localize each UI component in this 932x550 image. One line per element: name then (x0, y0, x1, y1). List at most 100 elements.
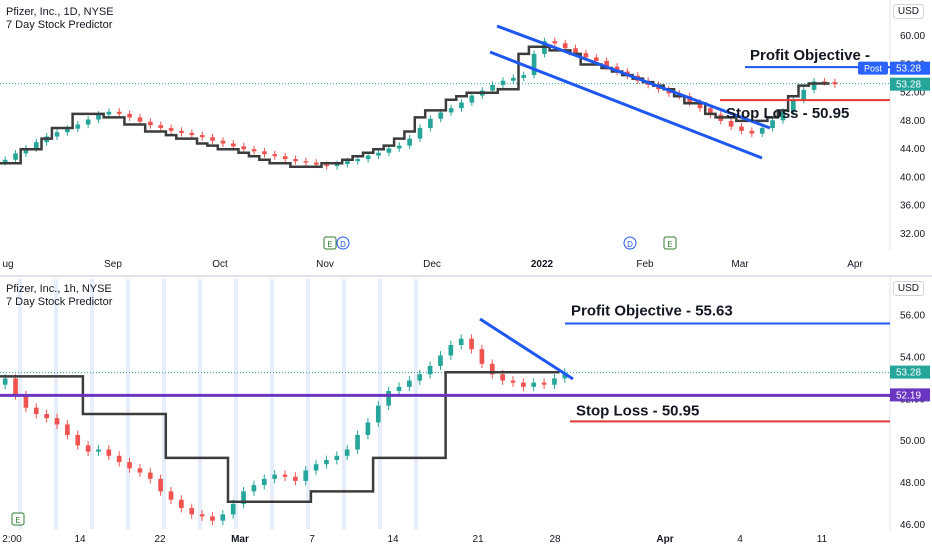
candle[interactable] (65, 424, 70, 435)
candle[interactable] (355, 434, 360, 450)
candle[interactable] (324, 164, 329, 167)
candle[interactable] (386, 148, 392, 153)
candle[interactable] (199, 135, 205, 138)
panel-divider[interactable] (0, 275, 932, 277)
candle[interactable] (510, 380, 516, 383)
predictor-line[interactable] (0, 370, 560, 504)
candle[interactable] (293, 476, 298, 481)
candle[interactable] (303, 470, 309, 481)
predictor-line[interactable] (0, 45, 830, 169)
trend-channel-lower[interactable] (489, 50, 763, 160)
hourly-currency-badge[interactable]: USD (892, 281, 924, 296)
candle[interactable] (313, 464, 319, 471)
candle[interactable] (179, 130, 184, 133)
candle[interactable] (272, 154, 278, 157)
candle[interactable] (116, 455, 122, 463)
candle[interactable] (210, 137, 215, 141)
candle[interactable] (251, 149, 257, 152)
candle[interactable] (552, 378, 557, 385)
candle[interactable] (438, 112, 444, 119)
candle[interactable] (231, 143, 236, 147)
candle[interactable] (448, 108, 454, 113)
candle[interactable] (324, 460, 329, 465)
candle[interactable] (728, 120, 734, 127)
daily-currency-badge[interactable]: USD (892, 4, 924, 19)
candle[interactable] (511, 77, 516, 81)
candle[interactable] (168, 491, 174, 500)
candle[interactable] (531, 382, 537, 387)
candle[interactable] (75, 124, 81, 129)
price-tag-last[interactable] (890, 365, 930, 379)
candle[interactable] (490, 84, 495, 91)
candle[interactable] (33, 142, 39, 149)
candle[interactable] (780, 111, 786, 121)
candle[interactable] (313, 162, 319, 165)
price-tag-support[interactable] (890, 388, 930, 402)
earnings-marker-icon[interactable] (663, 236, 677, 250)
hourly-chart-panel[interactable]: 56.0054.0052.0050.0048.0046.0052.19Profi… (0, 277, 932, 550)
candle[interactable] (33, 407, 39, 414)
candle[interactable] (148, 121, 153, 126)
candle[interactable] (376, 152, 381, 156)
candle[interactable] (189, 132, 195, 136)
candle[interactable] (54, 132, 60, 137)
candle[interactable] (521, 382, 526, 387)
candle[interactable] (147, 472, 153, 479)
candle[interactable] (801, 89, 807, 100)
candle[interactable] (469, 95, 475, 103)
candle[interactable] (386, 391, 391, 406)
candle[interactable] (417, 374, 423, 381)
candle[interactable] (85, 445, 91, 452)
candle[interactable] (489, 363, 495, 375)
candle[interactable] (469, 338, 474, 350)
price-tag-last[interactable] (890, 77, 930, 91)
candle[interactable] (2, 159, 8, 162)
candle[interactable] (23, 148, 29, 154)
candle[interactable] (749, 130, 755, 134)
candle[interactable] (759, 128, 765, 134)
candle[interactable] (158, 478, 163, 492)
candle[interactable] (500, 374, 505, 381)
candle[interactable] (127, 113, 132, 118)
candle[interactable] (552, 41, 558, 44)
candle[interactable] (282, 474, 288, 477)
candle[interactable] (241, 146, 247, 150)
candle[interactable] (479, 349, 485, 364)
candle[interactable] (344, 449, 350, 456)
candle[interactable] (427, 365, 433, 375)
candle[interactable] (355, 159, 361, 162)
hourly-chart-svg[interactable]: 56.0054.0052.0050.0048.0046.0052.19Profi… (0, 277, 932, 550)
candle[interactable] (438, 355, 443, 366)
candle[interactable] (811, 81, 817, 90)
candle[interactable] (158, 125, 164, 128)
candle[interactable] (562, 372, 568, 379)
earnings-marker-icon[interactable] (323, 236, 337, 250)
candle[interactable] (54, 418, 60, 425)
candle[interactable] (448, 345, 454, 356)
candle[interactable] (614, 66, 620, 72)
candle[interactable] (583, 53, 589, 58)
candle[interactable] (116, 111, 122, 114)
candle[interactable] (604, 60, 609, 67)
candle[interactable] (303, 161, 309, 163)
candle[interactable] (293, 159, 298, 162)
candle[interactable] (189, 508, 195, 515)
candle[interactable] (593, 57, 599, 61)
candle[interactable] (739, 126, 744, 131)
candle[interactable] (210, 516, 215, 521)
candle[interactable] (106, 111, 112, 115)
candle[interactable] (334, 455, 340, 460)
dividend-marker-icon[interactable] (623, 236, 637, 250)
candle[interactable] (2, 378, 8, 385)
dividend-marker-icon[interactable] (336, 236, 350, 250)
candle[interactable] (334, 164, 340, 167)
candle[interactable] (199, 514, 205, 517)
candle[interactable] (230, 503, 236, 515)
candle[interactable] (428, 118, 433, 128)
candle[interactable] (791, 99, 796, 112)
candle[interactable] (127, 462, 132, 469)
post-market-tag[interactable] (858, 61, 888, 75)
candle[interactable] (697, 102, 703, 109)
candle[interactable] (13, 378, 18, 396)
candle[interactable] (75, 434, 81, 446)
